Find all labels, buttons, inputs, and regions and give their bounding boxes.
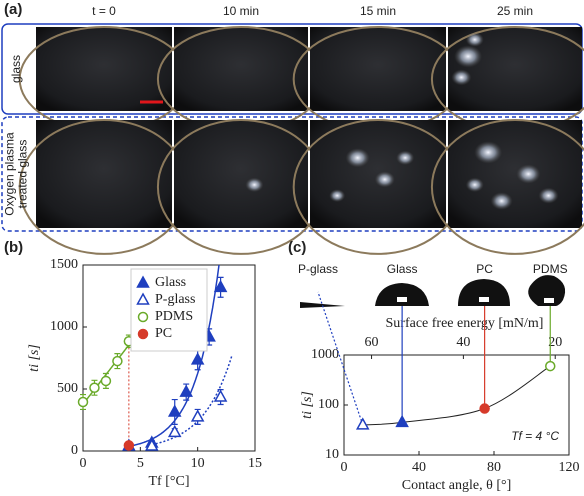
x2-axis-title: Surface free energy [mN/m] xyxy=(386,316,544,331)
legend-label: PDMS xyxy=(155,309,193,324)
time-label: 10 min xyxy=(223,4,259,18)
crystal xyxy=(329,189,345,202)
y-tick-label: 1000 xyxy=(311,347,339,362)
droplet xyxy=(375,283,429,306)
legend-marker xyxy=(139,313,148,322)
crystal xyxy=(474,141,502,163)
data-point xyxy=(169,426,180,436)
y-tick-label: 100 xyxy=(318,397,339,412)
crystal xyxy=(466,178,484,192)
photo xyxy=(36,27,172,111)
x-tick-label: 0 xyxy=(341,460,348,475)
data-point xyxy=(192,411,203,421)
data-point xyxy=(90,383,99,392)
legend-label: P-glass xyxy=(155,292,195,307)
data-point xyxy=(124,441,133,450)
legend-label: Glass xyxy=(155,275,186,290)
droplet-reflection xyxy=(544,298,554,303)
x-tick-label: 80 xyxy=(487,460,501,475)
data-point xyxy=(101,376,110,385)
data-point xyxy=(546,362,555,371)
row-label: treated glass xyxy=(16,140,30,209)
panel-label: (a) xyxy=(4,1,22,18)
data-point xyxy=(357,419,368,429)
x-axis-title: Tf [°C] xyxy=(149,474,190,489)
time-label: 25 min xyxy=(497,4,533,18)
crystal xyxy=(396,151,414,165)
crystal xyxy=(516,164,540,183)
data-point xyxy=(480,404,489,413)
legend-marker xyxy=(139,330,148,339)
panel-label: (b) xyxy=(4,239,23,256)
annotation: Tf = 4 °C xyxy=(511,429,559,443)
data-point xyxy=(215,391,226,401)
y-axis-title: ti [s] xyxy=(300,391,315,419)
data-point xyxy=(113,357,122,366)
crystal xyxy=(466,32,484,46)
x-axis-title: Contact angle, θ [°] xyxy=(402,478,512,493)
crystal xyxy=(346,148,370,167)
x-tick-label: 10 xyxy=(191,456,205,471)
crystal xyxy=(245,178,263,192)
x-tick-label: 120 xyxy=(559,460,580,475)
x-tick-label: 40 xyxy=(412,460,426,475)
data-point xyxy=(181,386,192,396)
time-label: t = 0 xyxy=(92,4,116,18)
figure: (a) t = 0 10 min 15 min 25 min glass Oxygen p… xyxy=(0,0,584,496)
y-axis-title: ti [s] xyxy=(27,344,42,372)
time-label: 15 min xyxy=(360,4,396,18)
photo xyxy=(310,27,446,111)
photo xyxy=(174,120,308,228)
droplet-reflection xyxy=(397,297,407,302)
y-tick-label: 10 xyxy=(325,447,339,462)
x2-tick-label: 40 xyxy=(456,335,470,350)
crystal xyxy=(451,69,471,85)
droplet-label: Glass xyxy=(387,262,418,276)
x-tick-label: 5 xyxy=(137,456,144,471)
photo xyxy=(174,27,308,111)
y-tick-label: 0 xyxy=(71,443,78,458)
droplet-label: PC xyxy=(476,262,493,276)
crystal xyxy=(539,188,559,204)
trend-curve xyxy=(363,366,551,425)
crystal xyxy=(375,171,395,187)
data-point xyxy=(397,416,408,426)
data-point xyxy=(169,406,180,416)
y-tick-label: 1000 xyxy=(50,319,78,334)
legend-label: PC xyxy=(155,326,172,341)
row-label: Oxygen plasma xyxy=(3,132,17,216)
photo xyxy=(36,120,172,228)
data-point xyxy=(79,398,88,407)
crystal xyxy=(491,192,513,210)
droplet-label: P-glass xyxy=(298,262,338,276)
photo xyxy=(448,120,582,228)
panel-label: (c) xyxy=(288,239,306,256)
y-tick-label: 500 xyxy=(57,381,78,396)
crystal xyxy=(454,45,482,67)
x-tick-label: 0 xyxy=(80,456,87,471)
row-label: glass xyxy=(9,55,23,83)
x2-tick-label: 60 xyxy=(365,335,379,350)
y-tick-label: 1500 xyxy=(50,257,78,272)
panel-a: t = 0 10 min 15 min 25 min glass Oxygen plasm… xyxy=(2,4,584,254)
x-tick-label: 15 xyxy=(248,456,262,471)
droplets xyxy=(300,275,565,308)
droplet-reflection xyxy=(479,297,489,302)
droplet-label: PDMS xyxy=(533,262,568,276)
